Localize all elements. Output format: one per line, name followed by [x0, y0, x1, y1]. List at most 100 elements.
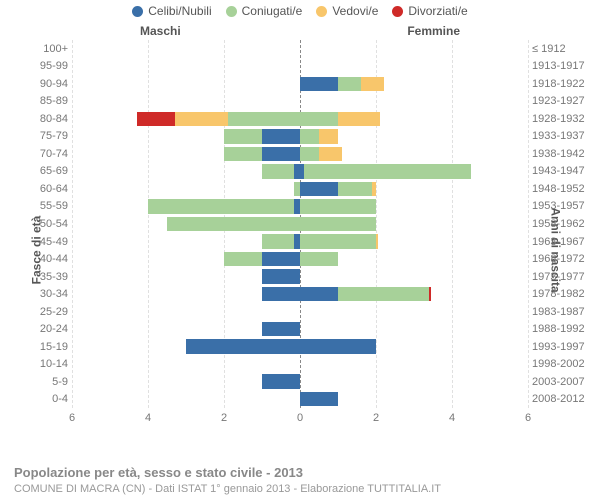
bar-segment: [224, 252, 262, 267]
bar-segment: [262, 147, 300, 162]
age-label: 55-59: [18, 200, 68, 212]
age-label: 60-64: [18, 183, 68, 195]
chart-title: Popolazione per età, sesso e stato civil…: [14, 465, 303, 480]
age-label: 30-34: [18, 288, 68, 300]
birth-year-label: 1983-1987: [532, 306, 592, 318]
male-bar: [186, 339, 300, 354]
age-row: 55-591953-1957: [72, 198, 528, 216]
x-tick-label: 4: [449, 412, 455, 424]
bar-segment: [361, 77, 384, 92]
bar-segment: [300, 112, 338, 127]
age-row: 40-441968-1972: [72, 250, 528, 268]
age-row: 80-841928-1932: [72, 110, 528, 128]
birth-year-label: 1913-1917: [532, 60, 592, 72]
legend-label: Vedovi/e: [332, 4, 378, 18]
bar-segment: [262, 234, 294, 249]
age-label: 70-74: [18, 148, 68, 160]
female-bar: [300, 234, 378, 249]
legend-swatch: [392, 6, 403, 17]
bar-segment: [300, 339, 376, 354]
bar-segment: [338, 182, 372, 197]
age-row: 30-341978-1982: [72, 285, 528, 303]
bar-segment: [262, 287, 300, 302]
male-bar: [224, 147, 300, 162]
birth-year-label: 1958-1962: [532, 218, 592, 230]
female-bar: [300, 77, 384, 92]
bar-segment: [262, 129, 300, 144]
age-label: 75-79: [18, 130, 68, 142]
age-row: 70-741938-1942: [72, 145, 528, 163]
birth-year-label: 1993-1997: [532, 341, 592, 353]
bar-segment: [300, 252, 338, 267]
birth-year-label: 1988-1992: [532, 323, 592, 335]
legend-item: Vedovi/e: [316, 4, 378, 18]
birth-year-label: 1943-1947: [532, 165, 592, 177]
females-label: Femmine: [407, 24, 460, 38]
birth-year-label: 1963-1967: [532, 236, 592, 248]
age-row: 0-42008-2012: [72, 390, 528, 408]
bar-segment: [137, 112, 175, 127]
female-bar: [300, 112, 380, 127]
bar-segment: [262, 269, 300, 284]
age-label: 0-4: [18, 393, 68, 405]
male-bar: [137, 112, 300, 127]
bar-segment: [300, 234, 376, 249]
bar-segment: [338, 77, 361, 92]
population-pyramid-chart: Celibi/NubiliConiugati/eVedovi/eDivorzia…: [0, 0, 600, 500]
male-bar: [262, 164, 300, 179]
birth-year-label: 1973-1977: [532, 271, 592, 283]
female-bar: [300, 182, 376, 197]
x-tick-label: 2: [221, 412, 227, 424]
legend-swatch: [226, 6, 237, 17]
bar-segment: [376, 234, 378, 249]
bar-segment: [262, 322, 300, 337]
age-row: 25-291983-1987: [72, 303, 528, 321]
age-row: 75-791933-1937: [72, 128, 528, 146]
males-label: Maschi: [140, 24, 181, 38]
age-label: 35-39: [18, 271, 68, 283]
legend-label: Divorziati/e: [408, 4, 467, 18]
age-row: 85-891923-1927: [72, 93, 528, 111]
age-row: 100+≤ 1912: [72, 40, 528, 58]
age-label: 10-14: [18, 358, 68, 370]
birth-year-label: 2003-2007: [532, 376, 592, 388]
birth-year-label: 2008-2012: [532, 393, 592, 405]
bar-segment: [300, 182, 338, 197]
legend-label: Coniugati/e: [242, 4, 303, 18]
age-row: 50-541958-1962: [72, 215, 528, 233]
age-row: 35-391973-1977: [72, 268, 528, 286]
female-bar: [300, 252, 338, 267]
x-tick-label: 6: [69, 412, 75, 424]
bar-segment: [304, 164, 471, 179]
age-row: 15-191993-1997: [72, 338, 528, 356]
birth-year-label: 1923-1927: [532, 95, 592, 107]
bar-segment: [167, 217, 300, 232]
x-tick-label: 4: [145, 412, 151, 424]
birth-year-label: 1953-1957: [532, 200, 592, 212]
age-label: 5-9: [18, 376, 68, 388]
bar-segment: [228, 112, 300, 127]
bar-segment: [262, 164, 294, 179]
bar-segment: [148, 199, 294, 214]
birth-year-label: 1918-1922: [532, 78, 592, 90]
age-row: 10-141998-2002: [72, 355, 528, 373]
bar-segment: [300, 147, 319, 162]
female-bar: [300, 147, 342, 162]
age-label: 45-49: [18, 236, 68, 248]
bar-segment: [300, 129, 319, 144]
female-bar: [300, 392, 338, 407]
bar-segment: [224, 129, 262, 144]
x-tick-label: 2: [373, 412, 379, 424]
male-bar: [262, 287, 300, 302]
x-tick-label: 0: [297, 412, 303, 424]
age-row: 45-491963-1967: [72, 233, 528, 251]
age-label: 90-94: [18, 78, 68, 90]
birth-year-label: 1938-1942: [532, 148, 592, 160]
male-bar: [262, 269, 300, 284]
bar-segment: [300, 287, 338, 302]
age-label: 40-44: [18, 253, 68, 265]
female-bar: [300, 339, 376, 354]
age-row: 60-641948-1952: [72, 180, 528, 198]
birth-year-label: 1933-1937: [532, 130, 592, 142]
age-row: 90-941918-1922: [72, 75, 528, 93]
